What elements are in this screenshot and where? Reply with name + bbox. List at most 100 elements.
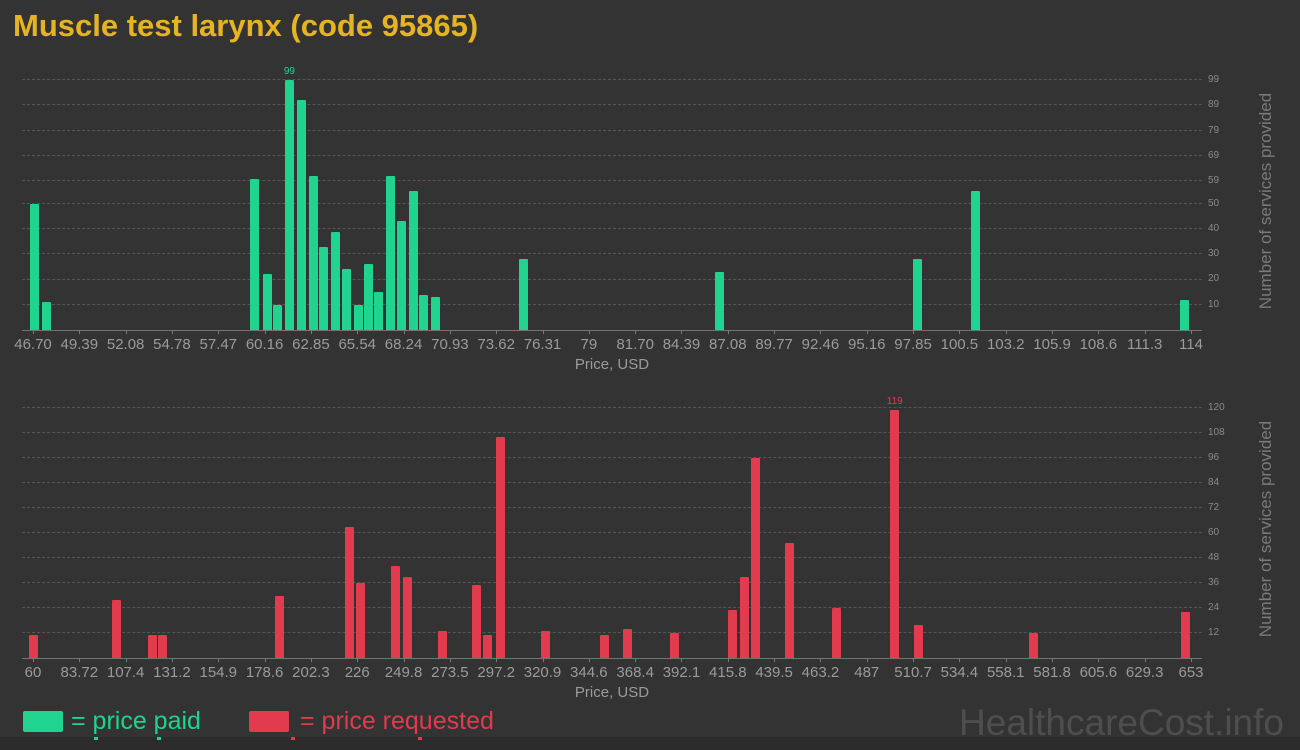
gridline — [22, 557, 1202, 558]
y-axis-tick-label: 36 — [1208, 577, 1220, 588]
requested-bar[interactable] — [344, 526, 354, 658]
paid-bar[interactable] — [42, 302, 52, 330]
paid-bar[interactable] — [262, 274, 272, 330]
x-tick — [264, 330, 266, 334]
x-tick — [635, 330, 637, 334]
requested-bar[interactable] — [669, 633, 679, 658]
paid-bar[interactable] — [331, 231, 341, 330]
gridline — [22, 253, 1202, 255]
requested-bar[interactable] — [495, 437, 505, 658]
x-tick — [496, 330, 498, 334]
requested-bar[interactable] — [274, 595, 284, 658]
requested-bar[interactable] — [540, 630, 550, 658]
x-tick — [449, 330, 451, 334]
requested-bar[interactable] — [355, 583, 365, 658]
gridline — [22, 457, 1202, 458]
x-axis-tick-label: 52.08 — [106, 336, 145, 353]
paid-bar[interactable] — [250, 178, 260, 330]
paid-bar[interactable] — [353, 304, 363, 330]
requested-bar[interactable] — [1180, 612, 1190, 658]
requested-bar[interactable] — [402, 576, 412, 658]
x-axis-tick-label: 103.2 — [986, 336, 1025, 353]
paid-bar[interactable] — [419, 294, 429, 330]
paid-bar[interactable] — [386, 175, 396, 330]
x-tick — [588, 658, 590, 662]
requested-bar[interactable] — [750, 458, 760, 658]
x-axis-tick-label: 510.7 — [894, 664, 932, 681]
x-axis-tick-label: 653 — [1178, 664, 1204, 681]
x-tick — [125, 330, 127, 334]
paid-bar[interactable] — [364, 264, 374, 330]
y-axis-tick-label: 99 — [1208, 74, 1220, 85]
requested-bar[interactable] — [599, 635, 609, 658]
paid-bar[interactable] — [715, 271, 725, 330]
requested-bar[interactable] — [832, 608, 842, 658]
x-tick — [866, 330, 868, 334]
requested-bar[interactable] — [739, 576, 749, 658]
requested-bar[interactable] — [727, 610, 737, 658]
x-axis-tick-label: 76.31 — [523, 336, 562, 353]
x-tick — [403, 658, 405, 662]
paid-bar[interactable] — [971, 191, 981, 330]
gridline — [22, 180, 1202, 182]
x-axis-tick-label: 534.4 — [940, 664, 979, 681]
requested-bar[interactable] — [1028, 633, 1038, 658]
paid-bar[interactable] — [308, 175, 318, 330]
x-axis-tick-label: 65.54 — [338, 336, 377, 353]
requested-bar[interactable] — [28, 635, 38, 658]
gridline — [22, 532, 1202, 533]
x-tick — [820, 658, 822, 662]
requested-bar[interactable] — [112, 599, 122, 658]
x-tick — [1144, 658, 1146, 662]
y-axis-tick-label: 59 — [1208, 175, 1220, 186]
requested-bar[interactable] — [785, 543, 794, 658]
gridline — [22, 228, 1202, 229]
requested-bar[interactable] — [622, 628, 632, 658]
paid-bar[interactable] — [284, 80, 294, 330]
x-axis-tick-label: 73.62 — [477, 336, 515, 353]
x-tick — [125, 658, 127, 662]
price-paid-plot: 99 — [22, 66, 1202, 334]
paid-bar[interactable] — [396, 221, 406, 330]
paid-bar[interactable] — [374, 292, 384, 330]
paid-bar[interactable] — [431, 297, 441, 330]
gridline — [22, 582, 1202, 583]
paid-bar[interactable] — [30, 203, 40, 330]
paid-bar[interactable] — [272, 304, 282, 330]
gridline — [22, 432, 1202, 433]
requested-bar[interactable] — [913, 624, 923, 658]
requested-bar[interactable] — [471, 585, 481, 658]
price-paid-legend-label: = price paid — [71, 707, 201, 735]
paid-bar[interactable] — [319, 246, 329, 330]
requested-bar[interactable] — [483, 635, 493, 658]
x-axis-tick-label: 92.46 — [801, 336, 840, 353]
y-axis-tick-label: 10 — [1208, 298, 1220, 310]
x-axis-tick-label: 100.5 — [940, 336, 979, 353]
requested-bar[interactable] — [391, 566, 401, 658]
x-tick — [681, 658, 683, 662]
y-axis-tick-label: 60 — [1208, 527, 1220, 538]
x-tick — [635, 658, 637, 662]
requested-bar[interactable] — [158, 635, 168, 658]
paid-bar[interactable] — [1179, 299, 1189, 330]
x-axis-tick-label: 344.6 — [570, 664, 608, 681]
paid-bar[interactable] — [912, 259, 922, 330]
requested-bar[interactable] — [890, 410, 900, 658]
paid-bar[interactable] — [408, 191, 418, 330]
requested-bar[interactable] — [147, 635, 157, 658]
x-tick — [171, 330, 173, 334]
y-axis-tick-label: 40 — [1208, 222, 1220, 234]
x-tick — [1098, 658, 1100, 662]
gridline — [22, 278, 1202, 280]
requested-bar[interactable] — [437, 630, 447, 658]
bottom-strip — [0, 737, 1300, 750]
x-axis-tick-label: 463.2 — [801, 664, 840, 681]
x-axis-tick-label: 605.6 — [1079, 664, 1118, 681]
paid-bar[interactable] — [518, 259, 528, 330]
x-axis-tick-label: 154.9 — [199, 664, 238, 681]
paid-bar[interactable] — [341, 269, 351, 330]
paid-bar[interactable] — [296, 100, 306, 330]
x-axis-tick-label: 131.2 — [153, 664, 191, 681]
x-axis-tick-label: 95.16 — [847, 336, 886, 353]
